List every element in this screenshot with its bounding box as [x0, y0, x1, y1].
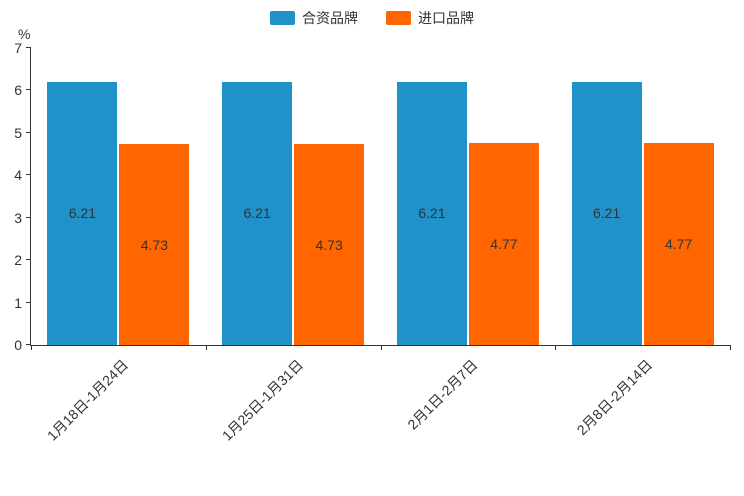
- legend-item-1[interactable]: 进口品牌: [386, 8, 474, 28]
- y-tick-mark: [26, 89, 31, 91]
- x-tick-mark: [555, 345, 557, 350]
- x-tick-mark: [730, 345, 731, 350]
- y-tick-mark: [26, 216, 31, 218]
- bar-value-label: 4.73: [315, 236, 343, 253]
- y-tick-label: 2: [14, 252, 22, 269]
- bar-value-label: 4.77: [665, 235, 693, 252]
- bar-value-label: 6.21: [593, 205, 621, 222]
- y-axis-unit-label: %: [18, 26, 31, 42]
- x-axis-label: 1月25日-1月31日: [218, 356, 306, 444]
- plot-area: 0 1 2 3 4 5 6 7 6.21 4.73 1月18日-1月24日 6.21 4.73 1月25日…: [14, 41, 731, 444]
- bar-series-0-cat-3: 6.21: [571, 81, 642, 345]
- bar-value-label: 6.21: [418, 205, 446, 222]
- y-tick-label: 3: [14, 209, 22, 226]
- x-axis-label: 1月18日-1月24日: [43, 356, 132, 444]
- bar-group-1: 6.21 4.73: [206, 48, 381, 345]
- bar-value-label: 6.21: [243, 205, 271, 222]
- bar-series-1-cat-2: 4.77: [468, 142, 539, 345]
- legend-item-0[interactable]: 合资品牌: [270, 8, 358, 28]
- x-tick-mark: [31, 345, 32, 350]
- y-tick-mark: [26, 344, 31, 345]
- y-tick-mark: [26, 47, 31, 48]
- bar-series-1-cat-0: 4.73: [119, 144, 190, 345]
- bar-group-0: 6.21 4.73: [31, 48, 206, 345]
- y-tick-mark: [26, 174, 31, 176]
- legend-swatch-icon: [270, 11, 295, 25]
- y-tick-mark: [26, 131, 31, 133]
- bar-group-3: 6.21 4.77: [555, 48, 730, 345]
- bar-value-label: 4.73: [140, 236, 168, 253]
- x-tick-mark: [380, 345, 382, 350]
- x-axis-label: 2月1日-2月7日: [404, 356, 481, 433]
- bar-series-0-cat-0: 6.21: [47, 81, 118, 345]
- bar-series-1-cat-3: 4.77: [643, 142, 714, 345]
- y-tick-label: 7: [14, 40, 22, 56]
- x-axis-label: 2月8日-2月14日: [573, 356, 656, 439]
- chart-legend: 合资品牌 进口品牌: [0, 8, 744, 28]
- legend-swatch-icon: [386, 11, 411, 25]
- bar-group-2: 6.21 4.77: [381, 48, 556, 345]
- bar-series-0-cat-2: 6.21: [396, 81, 467, 345]
- y-tick-label: 5: [14, 124, 22, 141]
- x-tick-mark: [205, 345, 207, 350]
- bar-series-0-cat-1: 6.21: [222, 81, 293, 345]
- legend-label: 合资品牌: [302, 10, 358, 26]
- y-tick-label: 0: [14, 337, 22, 353]
- y-tick-mark: [26, 301, 31, 303]
- y-tick-label: 1: [14, 294, 22, 311]
- y-tick-mark: [26, 259, 31, 261]
- bar-value-label: 6.21: [68, 205, 96, 222]
- legend-label: 进口品牌: [418, 10, 474, 26]
- bar-value-label: 4.77: [490, 235, 518, 252]
- bar-series-1-cat-1: 4.73: [294, 144, 365, 345]
- y-tick-label: 4: [14, 167, 22, 184]
- y-tick-label: 6: [14, 82, 22, 99]
